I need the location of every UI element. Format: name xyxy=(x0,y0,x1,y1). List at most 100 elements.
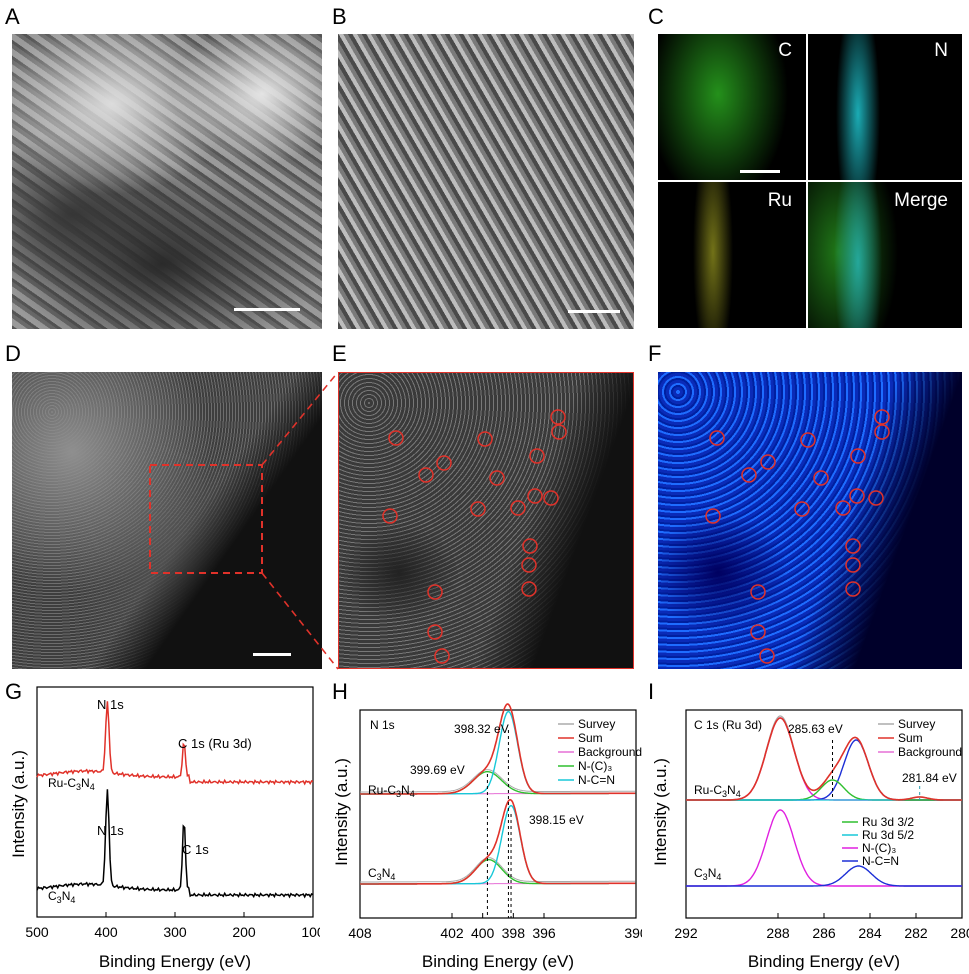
legend-label: Sum xyxy=(578,731,603,745)
x-tick-label: 400 xyxy=(94,924,118,940)
y-axis-label: Intensity (a.u.) xyxy=(651,758,670,866)
legend-label: N-C=N xyxy=(578,773,615,787)
peak-label-n1s-ru: N 1s xyxy=(97,697,124,712)
x-ticks: 292 288 286 284 282 280 xyxy=(674,913,969,941)
sample-label-c3n4: C3N4 xyxy=(694,866,721,882)
series-label-ru-c3n4: Ru-C3N4 xyxy=(48,776,95,792)
annotation-399-69: 399.69 eV xyxy=(410,763,465,777)
sum-curve xyxy=(360,703,636,795)
panel-label-c: C xyxy=(648,4,664,29)
legend-label: N-(C)₃ xyxy=(862,841,896,855)
haadf-image xyxy=(12,372,322,669)
legend-label: Ru 3d 3/2 xyxy=(862,815,914,829)
x-tick-label: 400 xyxy=(471,925,495,941)
legend-label: N-(C)₃ xyxy=(578,759,612,773)
x-tick-label: 282 xyxy=(904,925,928,941)
legend-label: Sum xyxy=(898,731,923,745)
series-label-c3n4: C3N4 xyxy=(48,889,75,905)
legend-label: N-C=N xyxy=(862,854,899,868)
sum-curve xyxy=(686,717,962,801)
map-label-merge: Merge xyxy=(894,190,948,211)
peak-label-n1s: N 1s xyxy=(97,823,124,838)
component-curve-ncn xyxy=(360,804,636,885)
x-tick-label: 200 xyxy=(232,924,256,940)
eds-map-n: N xyxy=(808,34,962,180)
sample-label-ru-c3n4: Ru-C3N4 xyxy=(368,783,415,799)
zoomed-stem-image xyxy=(338,372,634,669)
annotation-398-32: 398.32 eV xyxy=(454,722,509,736)
panel-label-f: F xyxy=(648,341,662,366)
panel-label-g: G xyxy=(5,679,23,704)
annotation-285-63: 285.63 eV xyxy=(788,722,843,736)
panel-label-b: B xyxy=(332,4,347,29)
x-tick-label: 286 xyxy=(812,925,836,941)
x-tick-label: 500 xyxy=(25,924,49,940)
x-tick-label: 396 xyxy=(532,925,556,941)
map-label-n: N xyxy=(934,40,948,61)
map-label-ru: Ru xyxy=(767,190,792,211)
peak-label-c1s-ru: C 1s (Ru 3d) xyxy=(178,736,252,751)
intensity-map xyxy=(658,372,962,669)
map-label-c: C xyxy=(778,40,792,61)
panel-label-d: D xyxy=(5,341,21,366)
sample-label-ru-c3n4: Ru-C3N4 xyxy=(694,783,741,799)
component-curve-ncn xyxy=(686,865,962,887)
x-ticks: 500 400 300 200 100 xyxy=(25,912,320,940)
scale-bar xyxy=(740,170,780,173)
panel-label-i: I xyxy=(648,679,655,704)
plot-frame xyxy=(36,686,314,918)
y-axis-label: Intensity (a.u.) xyxy=(9,750,28,858)
x-ticks: 408 402 400 398 396 390 xyxy=(348,913,642,941)
legend-label: Background xyxy=(898,745,962,759)
scale-bar xyxy=(253,653,291,656)
legend-label: Survey xyxy=(898,717,935,731)
x-tick-label: 292 xyxy=(674,925,698,941)
region-title: N 1s xyxy=(370,718,395,732)
x-tick-label: 100 xyxy=(301,924,320,940)
scale-bar xyxy=(568,310,620,313)
panel-label-h: H xyxy=(332,679,348,704)
eds-map-c: C xyxy=(658,34,806,180)
peak-label-c1s: C 1s xyxy=(182,842,209,857)
x-tick-label: 390 xyxy=(624,925,642,941)
eds-map-merge: Merge xyxy=(808,182,962,328)
x-tick-label: 402 xyxy=(440,925,464,941)
series-c3n4 xyxy=(36,789,314,899)
tem-image xyxy=(12,34,322,329)
x-tick-label: 398 xyxy=(502,925,526,941)
panel-label-e: E xyxy=(332,341,347,366)
series-ru-c3n4 xyxy=(36,701,314,786)
survey-curve xyxy=(360,769,636,793)
x-axis-label: Binding Energy (eV) xyxy=(99,952,251,971)
x-tick-label: 284 xyxy=(858,925,882,941)
survey-curve xyxy=(360,857,636,883)
sample-label-c3n4: C3N4 xyxy=(368,866,395,882)
annotation-398-15: 398.15 eV xyxy=(529,813,584,827)
legend-label: Survey xyxy=(578,717,615,731)
plot-frame xyxy=(359,709,637,919)
scale-bar xyxy=(234,308,300,311)
x-axis-label: Binding Energy (eV) xyxy=(748,952,900,971)
x-tick-label: 408 xyxy=(348,925,372,941)
y-axis-label: Intensity (a.u.) xyxy=(332,758,351,866)
region-title: C 1s (Ru 3d) xyxy=(694,718,762,732)
chart-g: 500 400 300 200 100 N 1s C 1s (Ru 3d) Ru-C3N… xyxy=(9,686,320,971)
panel-label-a: A xyxy=(5,4,20,29)
annotation-281-84: 281.84 eV xyxy=(902,771,957,785)
component-curve-nc3 xyxy=(360,859,636,885)
legend-label: Ru 3d 5/2 xyxy=(862,828,914,842)
sem-image xyxy=(338,34,634,329)
x-tick-label: 288 xyxy=(766,925,790,941)
x-tick-label: 300 xyxy=(163,924,187,940)
x-axis-label: Binding Energy (eV) xyxy=(422,952,574,971)
chart-h: 408 402 400 398 396 390 N 1s 398.32 eV 399.69… xyxy=(332,703,642,971)
chart-i: 292 288 286 284 282 280 C 1s (Ru 3d) 285.63 e… xyxy=(651,709,969,971)
legend-label: Background xyxy=(578,745,642,759)
fit-curves xyxy=(686,715,962,887)
x-tick-label: 280 xyxy=(950,925,969,941)
fit-curves xyxy=(360,703,636,918)
eds-map-ru: Ru xyxy=(658,182,806,328)
